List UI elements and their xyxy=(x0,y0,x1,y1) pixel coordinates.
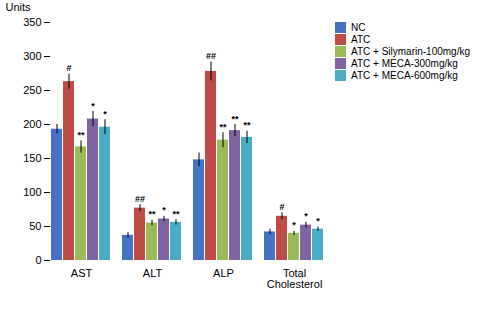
svg-text:**: ** xyxy=(243,120,251,130)
html-text:ATC + MECA-300mg/kg: ATC + MECA-300mg/kg xyxy=(351,58,458,69)
svg-text:TotalCholesterol: TotalCholesterol xyxy=(267,267,323,290)
svg-text:100: 100 xyxy=(23,186,41,198)
svg-text:*: * xyxy=(162,205,166,215)
svg-text:Units: Units xyxy=(6,1,32,13)
html-text:ATC + MECA-600mg/kg: ATC + MECA-600mg/kg xyxy=(351,70,458,81)
html-text:ATC: ATC xyxy=(351,34,371,45)
svg-text:**: ** xyxy=(219,122,227,132)
svg-text:ALP: ALP xyxy=(213,267,234,279)
svg-text:*: * xyxy=(316,216,320,226)
svg-text:*: * xyxy=(91,101,95,111)
svg-text:350: 350 xyxy=(23,16,41,28)
svg-text:AST: AST xyxy=(71,267,93,279)
svg-text:**: ** xyxy=(77,130,85,140)
html-text:NC: NC xyxy=(351,22,366,33)
svg-text:**: ** xyxy=(231,114,239,124)
svg-text:#: # xyxy=(66,63,71,73)
svg-text:*: * xyxy=(304,211,308,221)
svg-text:250: 250 xyxy=(23,84,41,96)
svg-text:ALT: ALT xyxy=(143,267,163,279)
svg-text:*: * xyxy=(292,220,296,230)
svg-text:**: ** xyxy=(172,209,180,219)
svg-text:##: ## xyxy=(206,51,216,61)
svg-text:0: 0 xyxy=(35,254,41,266)
svg-text:300: 300 xyxy=(23,50,41,62)
html-text:ATC + Silymarin-100mg/kg: ATC + Silymarin-100mg/kg xyxy=(351,46,470,57)
svg-text:150: 150 xyxy=(23,152,41,164)
svg-text:50: 50 xyxy=(29,220,41,232)
svg-text:200: 200 xyxy=(23,118,41,130)
svg-text:**: ** xyxy=(148,209,156,219)
svg-text:*: * xyxy=(103,109,107,119)
svg-text:##: ## xyxy=(135,194,145,204)
svg-text:#: # xyxy=(279,202,284,212)
